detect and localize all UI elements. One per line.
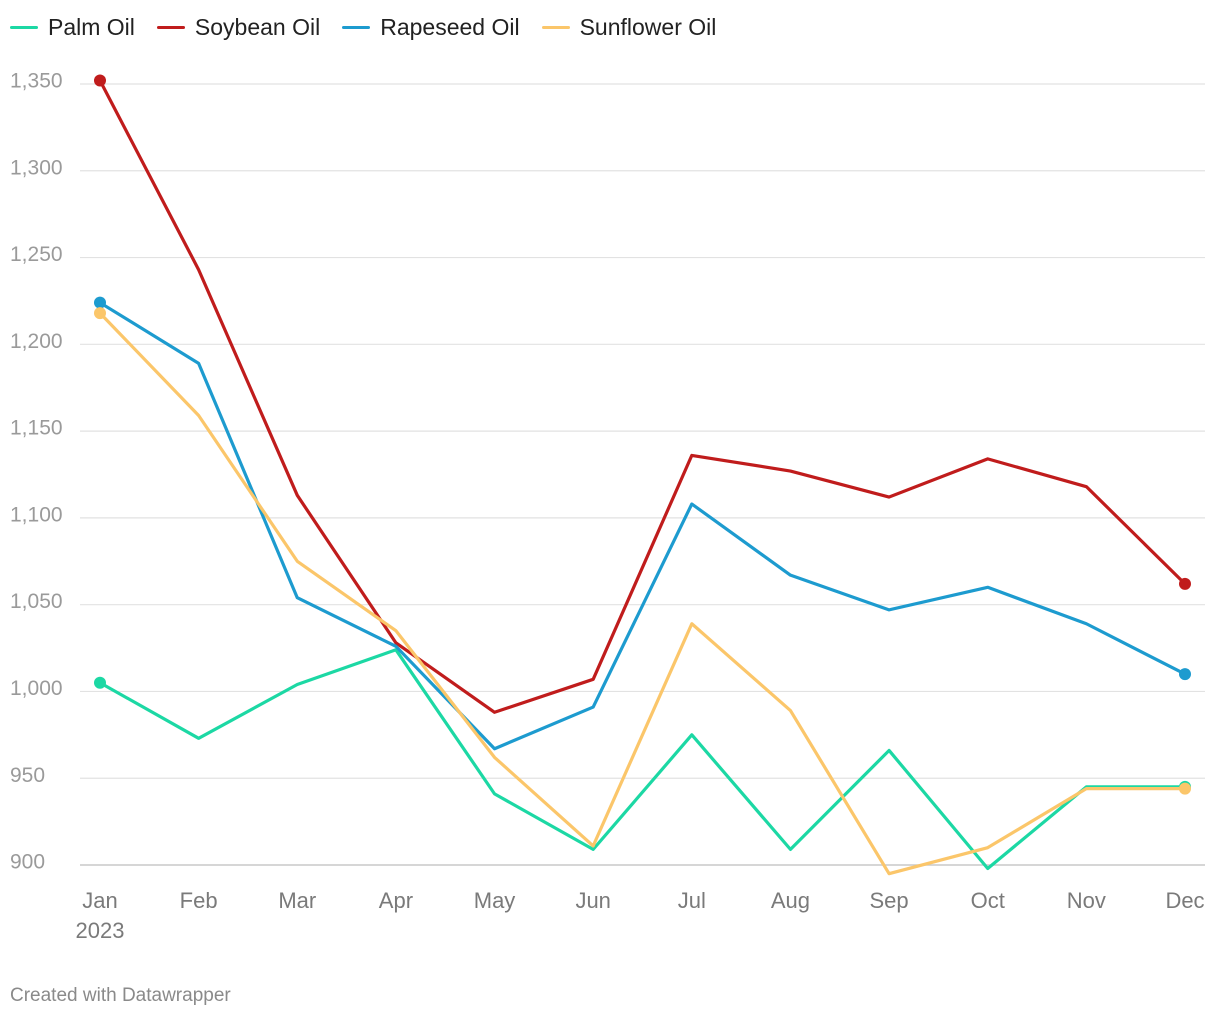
x-tick-label: Jun	[575, 888, 610, 913]
x-tick-label: Oct	[971, 888, 1005, 913]
legend-swatch-rapeseed-oil	[342, 26, 371, 29]
x-tick-label: Apr	[379, 888, 413, 913]
data-point-rapeseed-oil-start	[94, 296, 106, 309]
legend-item-soybean-oil: Soybean Oil	[156, 14, 321, 41]
data-point-sunflower-oil-end	[1179, 782, 1191, 795]
legend-label-rapeseed-oil: Rapeseed Oil	[380, 14, 520, 40]
y-tick-label: 1,250	[10, 243, 63, 266]
x-tick-label: Dec	[1165, 888, 1204, 913]
x-tick-label: Sep	[870, 888, 909, 913]
legend-item-palm-oil: Palm Oil	[10, 14, 135, 41]
y-tick-label: 950	[10, 764, 45, 787]
line-chart: 900 950 1,000 1,050 1,100 1,150 1,200 1,250 1,30…	[10, 70, 1205, 943]
legend-label-sunflower-oil: Sunflower Oil	[579, 14, 717, 40]
legend-label-palm-oil: Palm Oil	[48, 14, 135, 40]
y-tick-label: 1,350	[10, 70, 63, 93]
legend-swatch-sunflower-oil	[541, 26, 570, 29]
y-tick-label: 1,100	[10, 503, 63, 526]
x-tick-label: Jul	[678, 888, 706, 913]
x-tick-label: Feb	[180, 888, 218, 913]
x-tick-label: Nov	[1067, 888, 1106, 913]
y-tick-label: 1,200	[10, 330, 63, 353]
series-line-palm-oil	[98, 648, 1187, 871]
series-line-sunflower-oil	[98, 311, 1187, 876]
x-tick-label: Aug	[771, 888, 810, 913]
series-line-rapeseed-oil	[98, 301, 1187, 751]
data-point-sunflower-oil-start	[94, 307, 106, 320]
chart-legend: Palm Oil Soybean Oil Rapeseed Oil Sunflo…	[10, 14, 738, 41]
legend-swatch-soybean-oil	[156, 26, 185, 29]
x-tick-label: May	[474, 888, 516, 913]
series-line-soybean-oil	[98, 78, 1187, 714]
legend-swatch-palm-oil	[10, 26, 38, 29]
data-point-soybean-oil-start	[94, 74, 106, 87]
y-tick-label: 1,000	[10, 677, 63, 700]
x-tick-label: Mar	[278, 888, 316, 913]
x-tick-label: Jan	[82, 888, 117, 913]
data-point-rapeseed-oil-end	[1179, 668, 1191, 681]
y-tick-label: 1,150	[10, 417, 63, 440]
data-point-soybean-oil-end	[1179, 577, 1191, 590]
y-tick-label: 900	[10, 851, 45, 874]
legend-item-sunflower-oil: Sunflower Oil	[541, 14, 717, 41]
data-point-palm-oil-start	[94, 676, 106, 689]
legend-label-soybean-oil: Soybean Oil	[194, 14, 321, 40]
y-tick-label: 1,050	[10, 590, 63, 613]
legend-item-rapeseed-oil: Rapeseed Oil	[342, 14, 520, 41]
y-tick-label: 1,300	[10, 156, 63, 179]
footer-credit: Created with Datawrapper	[10, 985, 231, 1006]
x-year-label: 2023	[76, 918, 125, 943]
